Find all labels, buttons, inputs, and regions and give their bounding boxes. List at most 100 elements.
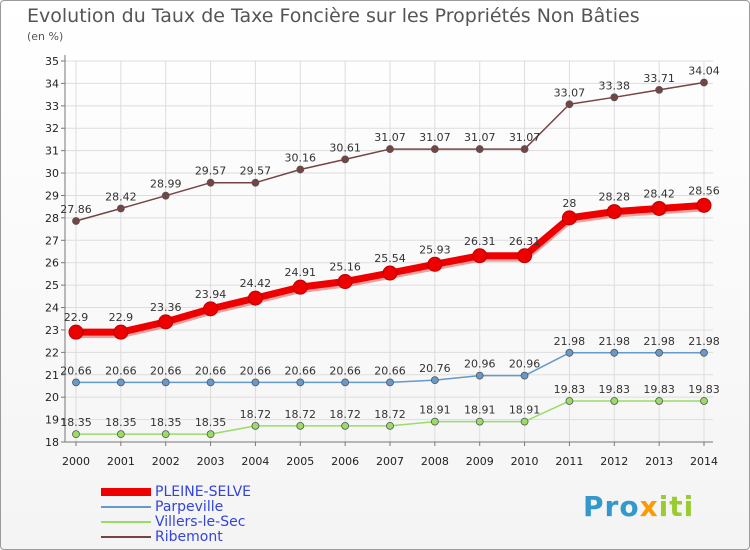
data-point [292, 279, 308, 295]
x-tick-label: 2014 [690, 455, 718, 468]
data-point [655, 86, 664, 94]
data-point [296, 378, 305, 387]
data-point [206, 178, 215, 187]
data-label: 18.35 [60, 416, 92, 429]
x-tick-label: 2007 [376, 455, 404, 468]
data-label: 20.66 [329, 364, 361, 377]
data-label: 18.72 [329, 408, 361, 421]
data-label: 31.07 [464, 131, 496, 144]
logo-letter: P [583, 490, 605, 523]
data-label: 20.66 [150, 364, 182, 377]
data-point [565, 348, 574, 357]
data-label: 18.35 [105, 416, 137, 429]
data-point [565, 397, 574, 405]
data-label: 20.66 [105, 364, 137, 377]
data-point [427, 256, 443, 272]
data-label: 29.57 [195, 165, 227, 178]
logo-letter: o [619, 490, 640, 523]
data-label: 26.31 [509, 235, 541, 248]
y-tick-label: 24 [45, 302, 59, 315]
data-point [475, 371, 484, 380]
data-point [610, 397, 619, 405]
data-point [655, 348, 664, 357]
x-tick-label: 2003 [197, 455, 225, 468]
x-tick-label: 2012 [600, 455, 628, 468]
data-label: 20.66 [195, 364, 227, 377]
data-label: 25.54 [374, 252, 406, 265]
legend-label: Parpeville [155, 499, 224, 515]
data-point [72, 378, 80, 387]
data-point [430, 145, 439, 153]
data-label: 20.96 [509, 358, 541, 371]
data-label: 18.35 [195, 416, 227, 429]
data-point [651, 200, 667, 216]
data-label: 28.42 [105, 190, 137, 203]
data-label: 18.91 [509, 404, 541, 417]
y-tick-label: 35 [45, 55, 59, 68]
data-label: 27.86 [60, 203, 92, 216]
y-tick-label: 33 [45, 100, 59, 113]
data-label: 20.66 [240, 364, 272, 377]
y-tick-label: 32 [45, 122, 59, 135]
data-label: 24.42 [240, 277, 272, 290]
legend-label: Villers-le-Sec [155, 514, 246, 530]
data-point [386, 421, 394, 430]
x-tick-label: 2001 [107, 455, 135, 468]
data-point [296, 165, 305, 174]
data-point [247, 290, 263, 306]
data-label: 19.83 [554, 383, 586, 396]
y-axis-unit: (en %) [27, 30, 64, 43]
data-label: 21.98 [643, 335, 675, 348]
data-label: 22.9 [109, 311, 134, 324]
data-point [251, 178, 260, 187]
data-label: 21.98 [599, 335, 631, 348]
data-label: 18.72 [240, 408, 272, 421]
data-point [696, 197, 712, 213]
data-point [520, 371, 529, 380]
data-label: 23.94 [195, 288, 227, 301]
logo-letter: x [639, 490, 659, 523]
data-point [161, 378, 170, 387]
legend-label: Ribemont [155, 529, 223, 545]
y-tick-label: 21 [45, 369, 59, 382]
data-point [296, 421, 305, 430]
x-tick-label: 2000 [62, 455, 90, 468]
x-tick-label: 2010 [511, 455, 539, 468]
data-point [158, 314, 174, 330]
data-point [475, 145, 484, 153]
data-label: 18.91 [419, 404, 451, 417]
data-point [251, 378, 260, 387]
logo-letter: i [683, 490, 695, 523]
data-point [203, 301, 219, 317]
data-point [116, 430, 125, 439]
chart-title: Evolution du Taux de Taxe Foncière sur l… [27, 5, 640, 27]
data-label: 34.04 [688, 65, 720, 78]
x-tick-label: 2013 [645, 455, 673, 468]
data-point [475, 417, 484, 426]
data-label: 28.42 [643, 187, 675, 200]
data-point [72, 430, 80, 439]
data-label: 22.9 [64, 311, 89, 324]
data-point [610, 93, 619, 102]
data-point [113, 324, 129, 340]
data-label: 19.83 [643, 383, 675, 396]
data-point [68, 324, 84, 340]
data-label: 19.83 [688, 383, 720, 396]
data-point [430, 376, 439, 385]
data-point [386, 378, 394, 387]
data-label: 31.07 [509, 131, 541, 144]
data-label: 31.07 [419, 131, 451, 144]
y-tick-label: 26 [45, 257, 59, 270]
data-label: 30.61 [329, 141, 361, 154]
data-point [116, 378, 125, 387]
data-label: 20.76 [419, 362, 451, 375]
logo-letter: t [669, 490, 684, 523]
data-point [206, 378, 215, 387]
data-label: 30.16 [285, 151, 317, 164]
logo-letter: i [658, 490, 670, 523]
data-label: 19.83 [599, 383, 631, 396]
x-tick-label: 2002 [152, 455, 180, 468]
data-label: 20.66 [285, 364, 317, 377]
data-point [700, 348, 708, 357]
